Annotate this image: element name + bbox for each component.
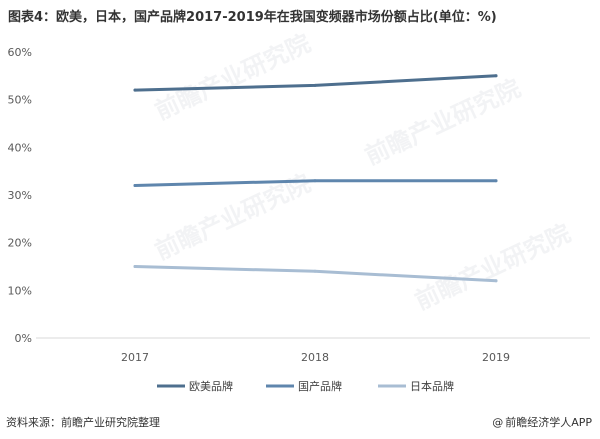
- x-tick-label: 2018: [301, 351, 329, 364]
- x-axis: 2017 2018 2019: [121, 351, 510, 364]
- x-tick-label: 2017: [121, 351, 149, 364]
- brand-credit: @ 前瞻经济学人APP: [492, 414, 592, 430]
- watermark-text: 前瞻产业研究院: [411, 219, 575, 315]
- data-point: [313, 179, 317, 183]
- brand-symbol: @: [492, 416, 504, 429]
- y-tick-label: 20%: [8, 237, 32, 250]
- series-layer: [133, 74, 498, 283]
- chart-title: 图表4：欧美，日本，国产品牌2017-2019年在我国变频器市场份额占比(单位：…: [8, 10, 497, 25]
- y-tick-label: 0%: [15, 332, 32, 345]
- legend-label: 国产品牌: [298, 379, 342, 393]
- brand-name: 前瞻经济学人APP: [505, 416, 592, 429]
- data-point: [494, 179, 498, 183]
- data-point: [133, 265, 137, 268]
- source-note: 资料来源：前瞻产业研究院整理: [6, 416, 160, 429]
- data-point: [494, 279, 498, 283]
- y-tick-label: 30%: [8, 189, 32, 202]
- y-tick-label: 50%: [8, 94, 32, 107]
- y-axis: 0% 10% 20% 30% 40% 50% 60%: [8, 46, 32, 345]
- y-tick-label: 40%: [8, 141, 32, 154]
- legend: 欧美品牌 国产品牌 日本品牌: [157, 379, 454, 393]
- watermark-text: 前瞻产业研究院: [361, 74, 525, 170]
- legend-label: 欧美品牌: [189, 379, 233, 393]
- y-tick-label: 10%: [8, 284, 32, 297]
- x-tick-label: 2019: [482, 351, 510, 364]
- data-point: [133, 88, 137, 92]
- data-point: [133, 184, 137, 187]
- series-line: [133, 265, 498, 283]
- y-tick-label: 60%: [8, 46, 32, 59]
- data-point: [313, 269, 317, 273]
- watermark-text: 前瞻产业研究院: [151, 29, 315, 125]
- data-point: [494, 74, 498, 78]
- legend-label: 日本品牌: [410, 379, 454, 393]
- data-point: [313, 83, 317, 87]
